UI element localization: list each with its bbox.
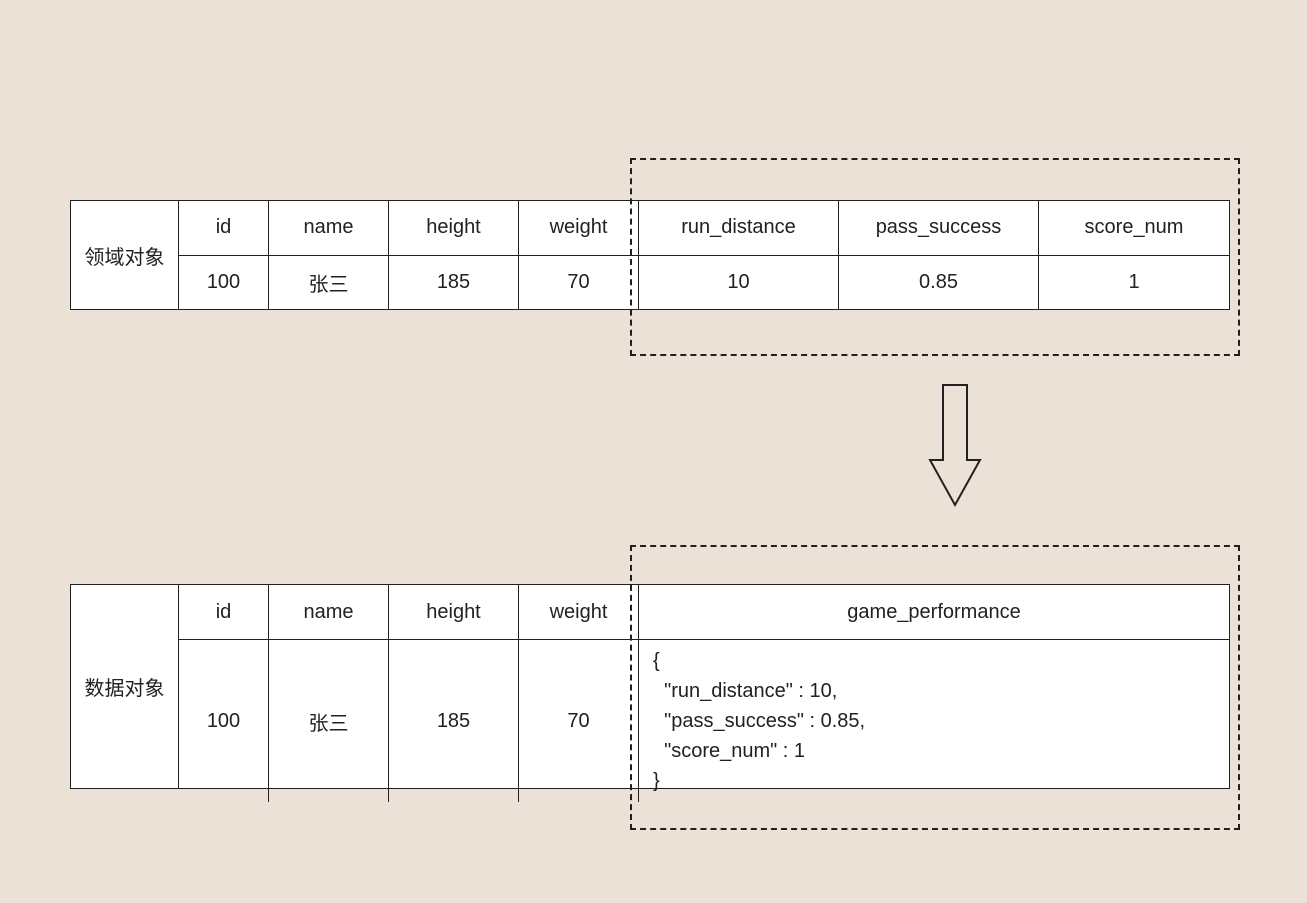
table1-val-weight: 70 — [519, 256, 639, 310]
table1-val-name: 张三 — [269, 256, 389, 310]
table2-cols: id name height weight game_performance 1… — [179, 585, 1229, 788]
table2-val-weight: 70 — [519, 640, 639, 802]
table2-header-row: id name height weight game_performance — [179, 585, 1229, 640]
table1-label-text: 领域对象 — [85, 241, 165, 270]
table1-col-id: id — [179, 201, 269, 255]
table2-col-weight: weight — [519, 585, 639, 639]
table2-val-name: 张三 — [269, 640, 389, 802]
table1-col-run-distance: run_distance — [639, 201, 839, 255]
table1-val-height: 185 — [389, 256, 519, 310]
table2-col-name: name — [269, 585, 389, 639]
table2-val-height: 185 — [389, 640, 519, 802]
table1-col-name: name — [269, 201, 389, 255]
table1-cols: id name height weight run_distance pass_… — [179, 201, 1229, 309]
table1-col-pass-success: pass_success — [839, 201, 1039, 255]
table2-col-game-performance: game_performance — [639, 585, 1229, 639]
table1-col-weight: weight — [519, 201, 639, 255]
table2-value-row: 100 张三 185 70 { "run_distance" : 10, "pa… — [179, 640, 1229, 802]
data-object-table: 数据对象 id name height weight game_performa… — [70, 584, 1230, 789]
table1-header-row: id name height weight run_distance pass_… — [179, 201, 1229, 256]
down-arrow-icon — [925, 380, 985, 510]
table2-col-id: id — [179, 585, 269, 639]
table1-col-height: height — [389, 201, 519, 255]
table1-val-run-distance: 10 — [639, 256, 839, 310]
table1-label: 领域对象 — [71, 201, 179, 309]
table2-label-text: 数据对象 — [85, 672, 165, 701]
table1-val-pass-success: 0.85 — [839, 256, 1039, 310]
table2-val-id: 100 — [179, 640, 269, 802]
domain-object-table: 领域对象 id name height weight run_distance … — [70, 200, 1230, 310]
table1-val-id: 100 — [179, 256, 269, 310]
table1-val-score-num: 1 — [1039, 256, 1229, 310]
table2-col-height: height — [389, 585, 519, 639]
table1-value-row: 100 张三 185 70 10 0.85 1 — [179, 256, 1229, 310]
table2-val-game-performance: { "run_distance" : 10, "pass_success" : … — [639, 640, 1229, 802]
table2-label: 数据对象 — [71, 585, 179, 788]
table1-col-score-num: score_num — [1039, 201, 1229, 255]
